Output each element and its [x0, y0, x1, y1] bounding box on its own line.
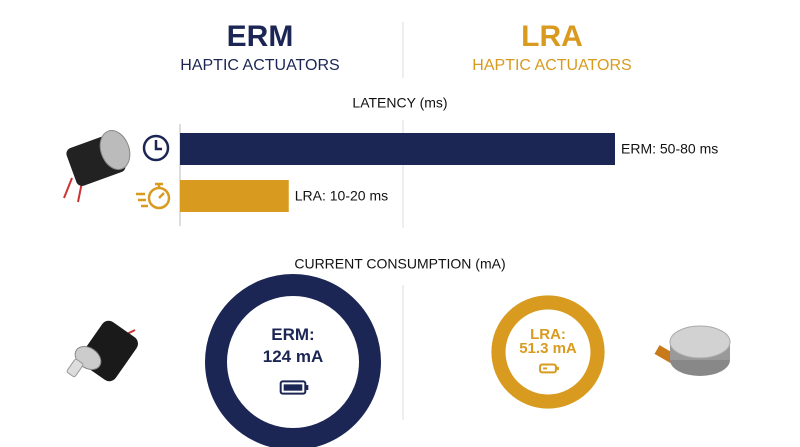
battery-level	[283, 384, 303, 391]
current-ring	[205, 274, 381, 447]
erm-motor-image	[63, 130, 131, 203]
latency-title: LATENCY (ms)	[352, 95, 447, 111]
lra-title: LRA	[521, 20, 583, 53]
erm-title: ERM	[227, 20, 294, 53]
ring-name: LRA:	[530, 326, 566, 343]
value-label: ERM: 50-80 ms	[621, 141, 718, 157]
latency-bar	[180, 180, 289, 212]
erm-subtitle: HAPTIC ACTUATORS	[180, 57, 339, 74]
ring-name: ERM:	[271, 325, 314, 344]
lra-coin-image	[654, 325, 731, 376]
latency-bar	[180, 133, 615, 165]
battery-tip	[555, 366, 559, 370]
battery-tip	[305, 385, 309, 390]
ring-value: 51.3 mA	[519, 340, 577, 357]
ring-value: 124 mA	[263, 347, 323, 366]
stopwatch-icon	[136, 182, 171, 210]
battery-level	[543, 367, 548, 370]
erm-motor-image	[66, 320, 138, 382]
current-title: CURRENT CONSUMPTION (mA)	[294, 256, 505, 272]
lra-subtitle: HAPTIC ACTUATORS	[472, 57, 631, 74]
value-label: LRA: 10-20 ms	[295, 188, 388, 204]
current-ring	[491, 295, 605, 409]
clock-icon	[142, 134, 170, 162]
